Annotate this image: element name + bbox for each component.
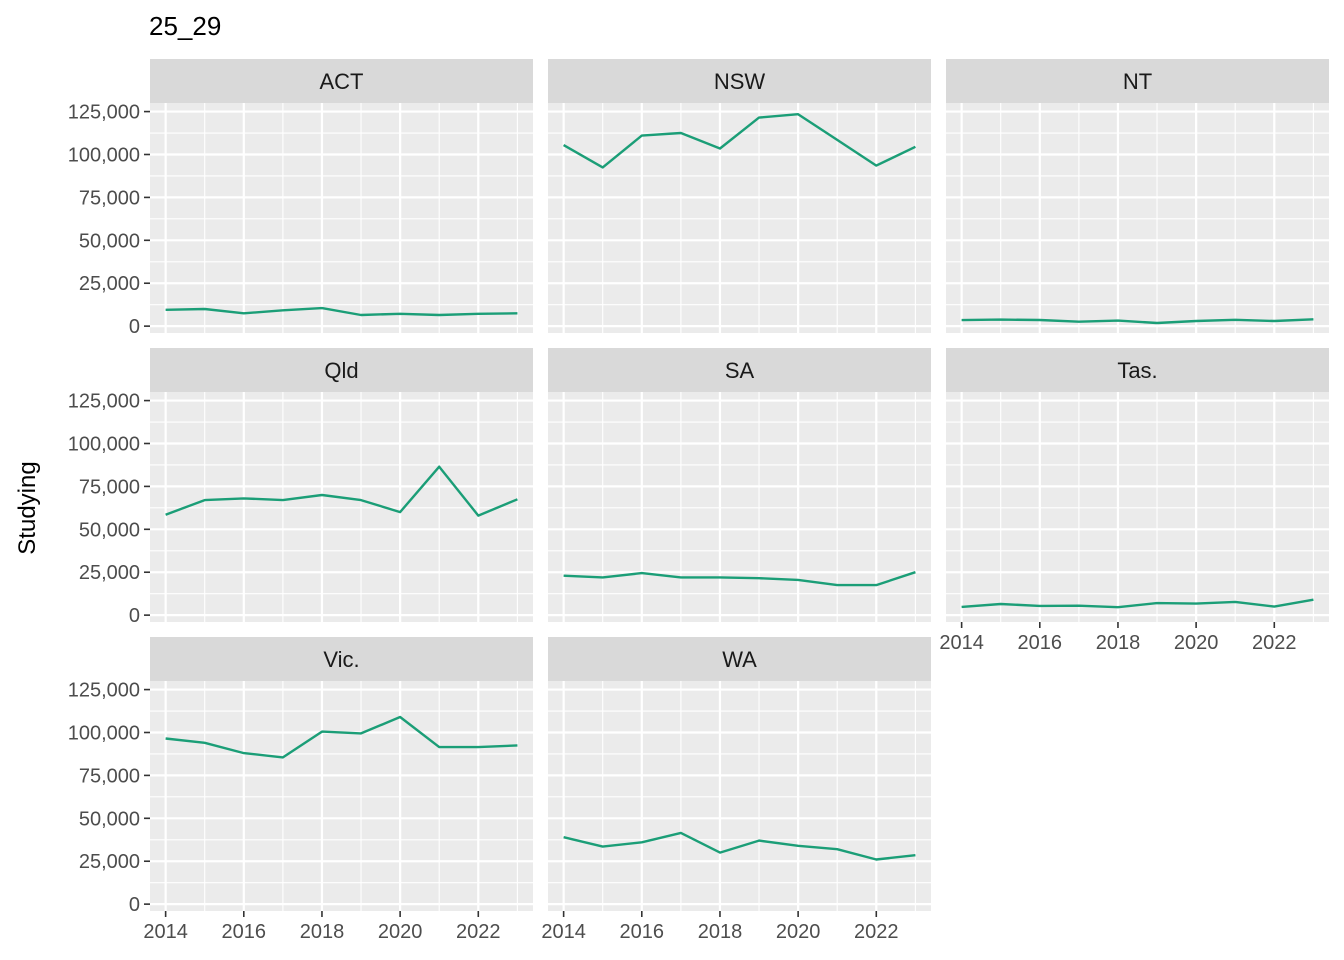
series-line-sa <box>563 571 916 587</box>
y-tick-label: 75,000 <box>79 476 140 498</box>
series-line-nsw <box>563 112 916 169</box>
gridlines-nt <box>946 103 1329 333</box>
panel-background-nsw <box>548 103 931 333</box>
panel-background-sa <box>548 392 931 622</box>
y-axis-label: Studying <box>14 461 41 554</box>
gridlines-vic <box>150 681 533 911</box>
strip-label-nt: NT <box>1123 69 1152 94</box>
gridlines-act <box>150 103 533 333</box>
y-tick-label: 125,000 <box>68 102 140 124</box>
series-line-qld <box>165 465 518 517</box>
x-tick-label: 2016 <box>1018 632 1063 654</box>
panel-background-nt <box>946 103 1329 333</box>
strip-label-vic: Vic. <box>323 647 359 672</box>
strip-label-sa: SA <box>725 358 755 383</box>
strip-label-qld: Qld <box>324 358 358 383</box>
panel-background-vic <box>150 681 533 911</box>
strip-wa <box>548 637 931 681</box>
y-tick-label: 50,000 <box>79 230 140 252</box>
series-line-vic <box>165 715 518 759</box>
x-tick-label: 2014 <box>939 632 984 654</box>
x-tick-label: 2022 <box>456 921 501 943</box>
series-line-tas <box>961 598 1314 609</box>
y-tick-label: 75,000 <box>79 765 140 787</box>
y-tick-label: 50,000 <box>79 519 140 541</box>
strip-sa <box>548 348 931 392</box>
y-tick-label: 25,000 <box>79 851 140 873</box>
strip-vic <box>150 637 533 681</box>
gridlines-sa <box>548 392 931 622</box>
y-tick-label: 100,000 <box>68 144 140 166</box>
gridlines-wa <box>548 681 931 911</box>
y-tick-label: 25,000 <box>79 273 140 295</box>
facet-sa: SA <box>548 348 931 622</box>
series-line-wa <box>563 831 916 861</box>
strip-nt <box>946 59 1329 103</box>
strip-act <box>150 59 533 103</box>
x-tick-label: 2016 <box>222 921 267 943</box>
y-tick-label: 0 <box>129 605 140 627</box>
gridlines-nsw <box>548 103 931 333</box>
panel-background-act <box>150 103 533 333</box>
strip-tas <box>946 348 1329 392</box>
facet-tas: Tas. 2014 2016 2018 2020 2022 <box>939 348 1329 654</box>
facet-vic: Vic. 0 25,000 50,000 75,000 100,000 125,000 201… <box>68 637 533 943</box>
y-tick-label: 100,000 <box>68 722 140 744</box>
x-tick-label: 2022 <box>854 921 899 943</box>
gridlines-tas <box>946 392 1329 622</box>
x-tick-label: 2020 <box>378 921 423 943</box>
strip-nsw <box>548 59 931 103</box>
facet-wa: WA 2014 2016 2018 2020 2022 <box>541 637 931 943</box>
facet-panels: ACT 0 25,000 50,000 75,000 100,000 125,000 NSW N… <box>68 59 1329 943</box>
x-tick-label: 2022 <box>1252 632 1297 654</box>
chart-title: 25_29 <box>149 11 221 41</box>
facet-act: ACT 0 25,000 50,000 75,000 100,000 125,000 <box>68 59 533 338</box>
panel-background-tas <box>946 392 1329 622</box>
x-tick-label: 2014 <box>541 921 586 943</box>
y-tick-label: 25,000 <box>79 562 140 584</box>
panel-background-qld <box>150 392 533 622</box>
strip-qld <box>150 348 533 392</box>
x-tick-label: 2018 <box>698 921 743 943</box>
facet-nt: NT <box>946 59 1329 333</box>
y-tick-label: 100,000 <box>68 433 140 455</box>
strip-label-wa: WA <box>722 647 757 672</box>
y-tick-label: 0 <box>129 316 140 338</box>
series-line-act <box>165 306 518 317</box>
x-tick-label: 2020 <box>1174 632 1219 654</box>
x-tick-label: 2014 <box>143 921 188 943</box>
y-tick-label: 50,000 <box>79 808 140 830</box>
panel-background-wa <box>548 681 931 911</box>
y-tick-label: 0 <box>129 894 140 916</box>
facet-nsw: NSW <box>548 59 931 333</box>
y-tick-label: 75,000 <box>79 187 140 209</box>
y-tick-label: 125,000 <box>68 680 140 702</box>
strip-label-nsw: NSW <box>714 69 766 94</box>
y-tick-label: 125,000 <box>68 391 140 413</box>
facet-qld: Qld 0 25,000 50,000 75,000 100,000 125,000 <box>68 348 533 627</box>
strip-label-act: ACT <box>320 69 364 94</box>
x-tick-label: 2018 <box>300 921 345 943</box>
strip-label-tas: Tas. <box>1117 358 1157 383</box>
gridlines-qld <box>150 392 533 622</box>
x-tick-label: 2018 <box>1096 632 1141 654</box>
x-tick-label: 2020 <box>776 921 821 943</box>
series-line-nt <box>961 318 1314 325</box>
x-tick-label: 2016 <box>620 921 665 943</box>
